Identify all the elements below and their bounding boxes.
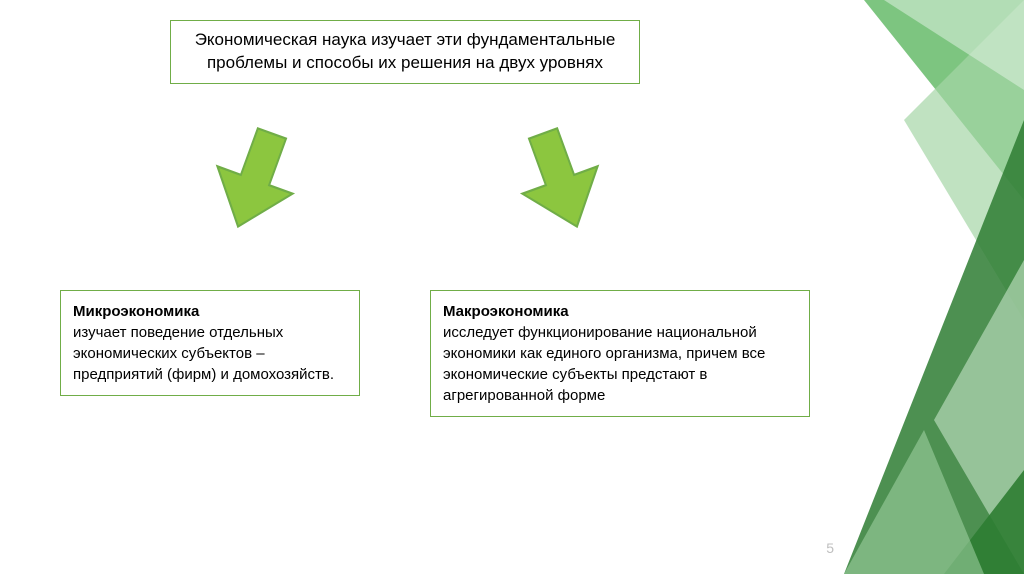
top-box: Экономическая наука изучает эти фундамен… — [170, 20, 640, 84]
right-box: Макроэкономика исследует функционировани… — [430, 290, 810, 417]
decor-tri-1 — [864, 0, 1024, 200]
arrow-left-icon — [189, 111, 321, 249]
decor-tri-7 — [844, 430, 984, 574]
arrow-right-icon — [494, 111, 626, 249]
decor-tri-3 — [844, 120, 1024, 574]
page-number: 5 — [826, 540, 834, 556]
decor-tri-5 — [944, 470, 1024, 574]
left-box-title: Микроэкономика — [73, 303, 199, 320]
slide: Экономическая наука изучает эти фундамен… — [0, 0, 1024, 574]
right-box-body: исследует функционирование национальной … — [443, 324, 765, 404]
left-box: Микроэкономика изучает поведение отдельн… — [60, 290, 360, 396]
right-box-title: Макроэкономика — [443, 303, 569, 320]
decor-tri-6 — [884, 0, 1024, 90]
decor-tri-2 — [904, 0, 1024, 320]
decor-tri-4 — [934, 260, 1024, 574]
top-box-text: Экономическая наука изучает эти фундамен… — [195, 30, 616, 72]
left-box-body: изучает поведение отдельных экономически… — [73, 324, 334, 383]
decor-triangles-icon — [784, 0, 1024, 574]
